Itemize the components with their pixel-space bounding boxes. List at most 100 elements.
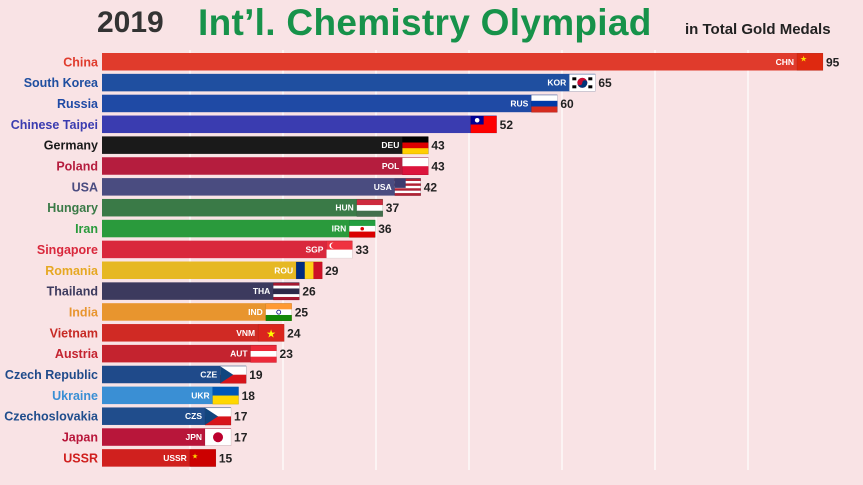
value-label: 29 — [325, 264, 339, 278]
bar-row: Russia RUS 60 — [57, 94, 574, 113]
bar — [102, 219, 376, 238]
svg-text:★: ★ — [192, 453, 198, 461]
country-code: POL — [382, 161, 399, 171]
value-label: 65 — [598, 76, 612, 90]
country-label: Romania — [45, 264, 99, 278]
bar — [102, 449, 216, 467]
bar — [102, 261, 323, 279]
country-code: UKR — [191, 390, 209, 400]
bar-row: Ukraine UKR 18 — [52, 386, 255, 405]
country-label: USA — [72, 180, 98, 194]
country-label: Austria — [55, 347, 99, 361]
flag-icon — [265, 303, 292, 321]
bar — [102, 73, 596, 92]
country-code: USA — [374, 182, 392, 192]
country-label: Vietnam — [50, 326, 98, 340]
flag-icon — [531, 94, 558, 113]
value-label: 24 — [287, 326, 301, 340]
bar-row: China ★ CHN 95 — [63, 53, 840, 71]
country-code: CHN — [776, 57, 794, 67]
bar-row: Austria AUT 23 — [55, 344, 293, 363]
bar-row: USA USA 42 — [72, 178, 437, 196]
country-code: IND — [248, 307, 263, 317]
bar — [102, 53, 823, 71]
country-label: South Korea — [24, 76, 99, 90]
country-code: IRN — [332, 224, 347, 234]
flag-icon: ★ — [189, 449, 217, 467]
bar-row: Germany DEU 43 — [44, 136, 445, 155]
bar — [102, 428, 232, 446]
value-label: 95 — [826, 55, 840, 69]
bar — [102, 198, 383, 217]
bar-row: USSR ★ USSR 15 — [63, 449, 233, 467]
bar-row: South Korea KOR 65 — [24, 73, 612, 92]
bar — [102, 324, 285, 342]
bar — [102, 115, 497, 134]
country-label: Singapore — [37, 243, 98, 257]
bar-row: Thailand THA 26 — [47, 282, 316, 301]
country-code: VNM — [236, 328, 255, 338]
value-label: 33 — [355, 243, 369, 257]
bar-row: Czechoslovakia CZS 17 — [4, 407, 248, 426]
country-label: Czech Republic — [5, 368, 98, 382]
bar — [102, 94, 558, 113]
country-label: Iran — [75, 222, 98, 236]
bar-row: Singapore SGP 33 — [37, 240, 369, 259]
flag-icon — [212, 386, 239, 405]
bar-row: Czech Republic CZE 19 — [5, 365, 263, 384]
country-code: SGP — [305, 244, 323, 254]
year-label: 2019 — [97, 6, 164, 39]
value-label: 52 — [500, 118, 514, 132]
flag-icon — [356, 199, 384, 217]
value-label: 17 — [234, 410, 248, 424]
country-code: RUS — [510, 98, 528, 108]
flag-icon — [219, 365, 247, 384]
flag-icon — [569, 74, 596, 92]
bar-row: Japan JPN 17 — [62, 428, 248, 446]
gridlines — [189, 50, 749, 470]
country-code: HUN — [335, 203, 353, 213]
country-label: Chinese Taipei — [11, 118, 98, 132]
chart-subtitle: in Total Gold Medals — [685, 21, 831, 38]
country-code: CZS — [185, 411, 202, 421]
bar-row: Poland POL 43 — [56, 157, 445, 175]
country-label: Poland — [56, 160, 98, 174]
flag-icon — [273, 282, 300, 301]
svg-text:★: ★ — [800, 54, 807, 63]
bar — [102, 344, 277, 363]
flag-icon: ★ — [796, 53, 824, 71]
bar-row: Romania ROU 29 — [45, 261, 339, 280]
flag-icon — [295, 261, 323, 280]
country-label: Czechoslovakia — [4, 410, 99, 424]
bar-row: India IND 25 — [69, 303, 309, 321]
country-label: Germany — [44, 139, 98, 153]
bar — [102, 282, 300, 300]
country-code: AUT — [230, 349, 248, 359]
value-label: 25 — [295, 305, 309, 319]
bar — [102, 240, 353, 259]
value-label: 37 — [386, 201, 400, 215]
bar — [102, 136, 429, 154]
country-code: THA — [253, 286, 270, 296]
value-label: 43 — [431, 139, 445, 153]
flag-icon — [402, 157, 429, 175]
country-label: Ukraine — [52, 389, 98, 403]
country-code: JPN — [185, 432, 202, 442]
country-code: CZE — [200, 370, 217, 380]
country-code: DEU — [381, 140, 399, 150]
bar-row: Hungary HUN 37 — [47, 198, 400, 217]
value-label: 17 — [234, 431, 248, 445]
bar-row: Vietnam ★ VNM 24 — [50, 324, 301, 342]
country-label: Thailand — [47, 285, 98, 299]
svg-text:★: ★ — [266, 328, 276, 341]
bar — [102, 157, 429, 175]
country-code: ROU — [274, 265, 293, 275]
bar — [102, 365, 247, 384]
value-label: 26 — [302, 285, 316, 299]
flag-icon — [326, 240, 353, 259]
country-label: India — [69, 305, 99, 319]
flag-icon — [204, 428, 232, 446]
bars-group: China ★ CHN 95 South Korea KOR 65 Russia RUS 60 Ch… — [4, 53, 840, 467]
value-label: 36 — [378, 222, 392, 236]
